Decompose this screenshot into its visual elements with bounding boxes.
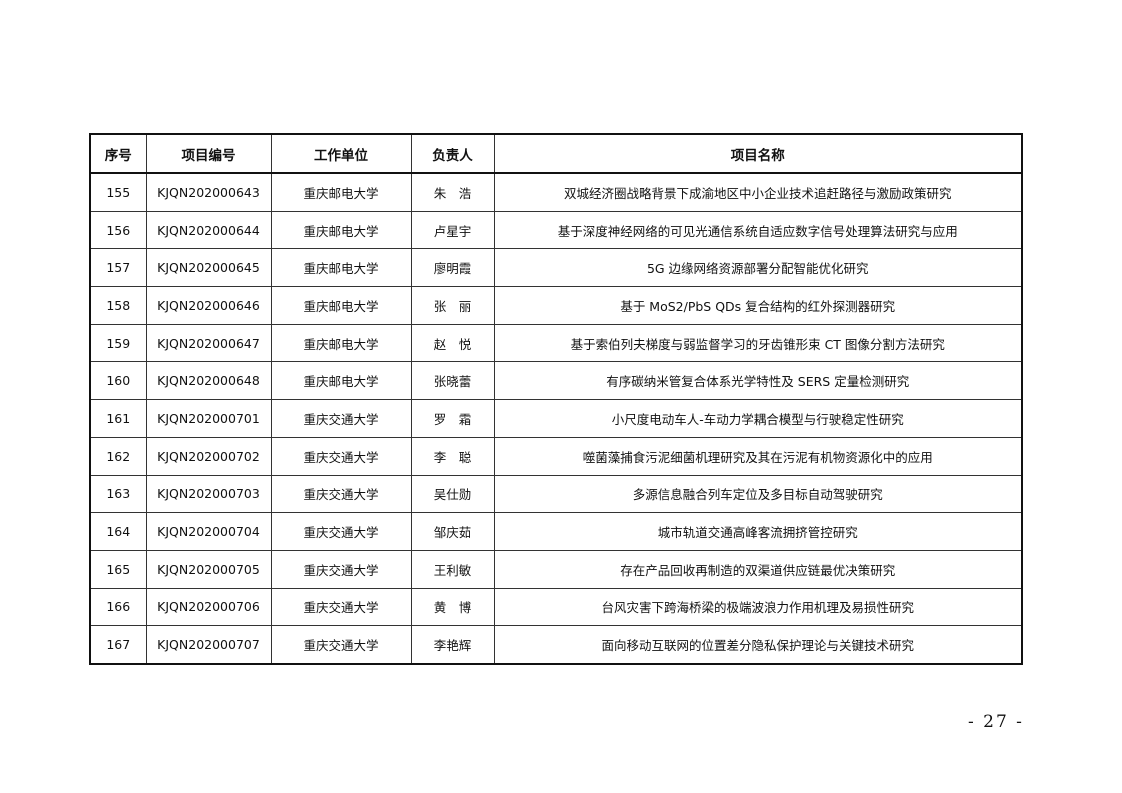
table-row: 165 KJQN202000705 重庆交通大学 王利敏 存在产品回收再制造的双渠道供应…	[89, 549, 1023, 589]
table-row: 156 KJQN202000644 重庆邮电大学 卢星宇 基于深度神经网络的可见光通信系…	[89, 210, 1023, 250]
organization-cell: 重庆交通大学	[270, 549, 412, 589]
index-cell: 157	[89, 248, 147, 288]
table-row: 164 KJQN202000704 重庆交通大学 邹庆茹 城市轨道交通高峰客流拥挤管控研…	[89, 512, 1023, 551]
header-project-code: 项目编号	[145, 133, 272, 174]
project-name-cell: 基于索伯列夫梯度与弱监督学习的牙齿锥形束 CT 图像分割方法研究	[493, 323, 1023, 363]
organization-cell: 重庆邮电大学	[270, 286, 412, 325]
project-name-cell: 多源信息融合列车定位及多目标自动驾驶研究	[493, 474, 1023, 514]
project-name-cell: 小尺度电动车人-车动力学耦合模型与行驶稳定性研究	[493, 399, 1023, 438]
index-cell: 158	[89, 286, 147, 325]
project-code-cell: KJQN202000707	[145, 625, 272, 665]
project-name-cell: 双城经济圈战略背景下成渝地区中小企业技术追赶路径与激励政策研究	[493, 172, 1023, 212]
project-name-cell: 5G 边缘网络资源部署分配智能优化研究	[493, 248, 1023, 288]
leader-cell: 张 丽	[410, 286, 495, 325]
project-name-cell: 台风灾害下跨海桥梁的极端波浪力作用机理及易损性研究	[493, 587, 1023, 627]
leader-cell: 邹庆茹	[410, 512, 495, 551]
project-code-cell: KJQN202000643	[145, 172, 272, 212]
leader-cell: 李艳辉	[410, 625, 495, 665]
project-name-cell: 面向移动互联网的位置差分隐私保护理论与关键技术研究	[493, 625, 1023, 665]
table-row: 158 KJQN202000646 重庆邮电大学张 丽基于 MoS2/PbS QDs…	[89, 286, 1023, 325]
project-name-cell: 有序碳纳米管复合体系光学特性及 SERS 定量检测研究	[493, 361, 1023, 401]
index-cell: 167	[89, 625, 147, 665]
header-project-name: 项目名称	[493, 133, 1023, 174]
project-code-cell: KJQN202000703	[145, 474, 272, 514]
organization-cell: 重庆交通大学	[270, 512, 412, 551]
table-row: 163 KJQN202000703 重庆交通大学 吴仕勋 多源信息融合列车定位及多目标自…	[89, 474, 1023, 514]
table-row: 162 KJQN202000702 重庆交通大学李 聪噬菌藻捕食污泥细菌机理研究及其…	[89, 436, 1023, 476]
index-cell: 163	[89, 474, 147, 514]
page-number: - 27 -	[968, 712, 1024, 732]
organization-cell: 重庆邮电大学	[270, 248, 412, 288]
leader-cell: 罗 霜	[410, 399, 495, 438]
project-code-cell: KJQN202000646	[145, 286, 272, 325]
table-row: 155 KJQN202000643 重庆邮电大学朱 浩双城经济圈战略背景下成渝地区中…	[89, 172, 1023, 212]
index-cell: 155	[89, 172, 147, 212]
leader-cell: 王利敏	[410, 549, 495, 589]
table-row: 161 KJQN202000701 重庆交通大学罗 霜小尺度电动车人-车动力学耦合模…	[89, 399, 1023, 438]
organization-cell: 重庆交通大学	[270, 625, 412, 665]
index-cell: 166	[89, 587, 147, 627]
project-code-cell: KJQN202000645	[145, 248, 272, 288]
project-code-cell: KJQN202000648	[145, 361, 272, 401]
index-cell: 165	[89, 549, 147, 589]
index-cell: 162	[89, 436, 147, 476]
organization-cell: 重庆邮电大学	[270, 172, 412, 212]
organization-cell: 重庆邮电大学	[270, 323, 412, 363]
leader-cell: 张晓蕾	[410, 361, 495, 401]
organization-cell: 重庆邮电大学	[270, 210, 412, 250]
project-code-cell: KJQN202000704	[145, 512, 272, 551]
table-header-row: 序号 项目编号 工作单位 负责人 项目名称	[89, 133, 1023, 174]
project-name-cell: 基于 MoS2/PbS QDs 复合结构的红外探测器研究	[493, 286, 1023, 325]
leader-cell: 朱 浩	[410, 172, 495, 212]
project-code-cell: KJQN202000647	[145, 323, 272, 363]
organization-cell: 重庆交通大学	[270, 474, 412, 514]
table-row: 157 KJQN202000645 重庆邮电大学 廖明霞 5G 边缘网络资源部署分配智能…	[89, 248, 1023, 288]
index-cell: 160	[89, 361, 147, 401]
project-code-cell: KJQN202000702	[145, 436, 272, 476]
leader-cell: 廖明霞	[410, 248, 495, 288]
index-cell: 156	[89, 210, 147, 250]
organization-cell: 重庆交通大学	[270, 436, 412, 476]
table-row: 160 KJQN202000648 重庆邮电大学 张晓蕾 有序碳纳米管复合体系光学特性及…	[89, 361, 1023, 401]
organization-cell: 重庆交通大学	[270, 587, 412, 627]
leader-cell: 黄 博	[410, 587, 495, 627]
project-name-cell: 噬菌藻捕食污泥细菌机理研究及其在污泥有机物资源化中的应用	[493, 436, 1023, 476]
header-leader: 负责人	[410, 133, 495, 174]
project-name-cell: 城市轨道交通高峰客流拥挤管控研究	[493, 512, 1023, 551]
project-table: 序号 项目编号 工作单位 负责人 项目名称 155 KJQN202000643 重庆…	[89, 133, 1023, 665]
leader-cell: 李 聪	[410, 436, 495, 476]
index-cell: 164	[89, 512, 147, 551]
organization-cell: 重庆交通大学	[270, 399, 412, 438]
table-row: 167 KJQN202000707 重庆交通大学 李艳辉 面向移动互联网的位置差分隐私保…	[89, 625, 1023, 665]
project-name-cell: 基于深度神经网络的可见光通信系统自适应数字信号处理算法研究与应用	[493, 210, 1023, 250]
index-cell: 161	[89, 399, 147, 438]
table-row: 166 KJQN202000706 重庆交通大学黄 博台风灾害下跨海桥梁的极端波浪力…	[89, 587, 1023, 627]
organization-cell: 重庆邮电大学	[270, 361, 412, 401]
project-code-cell: KJQN202000706	[145, 587, 272, 627]
project-code-cell: KJQN202000705	[145, 549, 272, 589]
leader-cell: 卢星宇	[410, 210, 495, 250]
leader-cell: 吴仕勋	[410, 474, 495, 514]
leader-cell: 赵 悦	[410, 323, 495, 363]
header-index: 序号	[89, 133, 147, 174]
table-row: 159 KJQN202000647 重庆邮电大学赵 悦基于索伯列夫梯度与弱监督学习的…	[89, 323, 1023, 363]
project-code-cell: KJQN202000701	[145, 399, 272, 438]
project-name-cell: 存在产品回收再制造的双渠道供应链最优决策研究	[493, 549, 1023, 589]
index-cell: 159	[89, 323, 147, 363]
project-code-cell: KJQN202000644	[145, 210, 272, 250]
header-organization: 工作单位	[270, 133, 412, 174]
